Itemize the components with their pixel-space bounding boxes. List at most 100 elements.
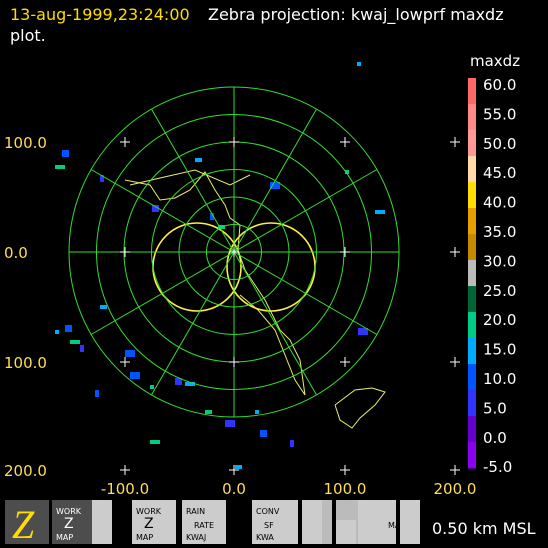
colorbar-swatch: [468, 390, 476, 417]
colorbar-swatch: [468, 104, 476, 131]
x-label: 200.0: [434, 480, 477, 498]
grid-cross: [120, 247, 130, 257]
grid-cross: [120, 137, 130, 147]
colorbar-swatch: [468, 182, 476, 209]
colorbar-label: 50.0: [483, 135, 516, 153]
button[interactable]: [252, 500, 298, 544]
colorbar-label: -5.0: [483, 458, 512, 476]
grid-cross: [450, 465, 460, 475]
colorbar-label: 15.0: [483, 341, 516, 359]
button-mid: Z: [64, 516, 74, 532]
grid-cross: [450, 247, 460, 257]
grid-cross: [229, 247, 239, 257]
echo: [130, 372, 140, 379]
colorbar-label: 40.0: [483, 194, 516, 212]
zebra-logo: Z: [12, 502, 35, 547]
echo: [55, 330, 59, 334]
icon-button[interactable]: [400, 500, 420, 544]
button[interactable]: [182, 500, 226, 544]
colorbar-label: 20.0: [483, 311, 516, 329]
grid-cross: [340, 247, 350, 257]
y-label: 100.0: [4, 354, 47, 372]
colorbar-label: 0.0: [483, 429, 507, 447]
y-label: 200.0: [4, 462, 47, 480]
echo: [100, 305, 107, 309]
colorbar-label: 35.0: [483, 223, 516, 241]
echo: [150, 440, 160, 444]
x-label: 0.0: [222, 480, 246, 498]
echo: [62, 150, 69, 157]
colorbar-swatch: [468, 130, 476, 157]
colorbar-swatch: [468, 286, 476, 313]
echo: [175, 378, 182, 385]
colorbar-swatch: [468, 312, 476, 339]
grid-cross: [340, 357, 350, 367]
button-bot: KWAJ: [186, 533, 206, 542]
colorbar-label: 10.0: [483, 370, 516, 388]
icon-button: [336, 520, 356, 544]
grid-cross: [340, 465, 350, 475]
echo: [210, 213, 214, 220]
x-label: -100.0: [101, 480, 149, 498]
echo: [95, 390, 99, 397]
echo: [270, 182, 280, 189]
button-bar: Z 0.50 km MSL WORKZMAPWORKZMAPRAINRATEKW…: [0, 496, 548, 548]
echo: [205, 410, 212, 414]
echo: [290, 440, 294, 447]
colorbar-swatch: [468, 234, 476, 261]
y-label: 0.0: [4, 244, 28, 262]
echo: [358, 328, 368, 335]
echo: [55, 165, 65, 169]
colorbar-label: 55.0: [483, 105, 516, 123]
plot: 100.0 0.0 100.0 200.0 -100.0 0.0 100.0 200.0: [4, 62, 476, 498]
grid-cross: [120, 357, 130, 367]
button-mid: MAP: [388, 521, 405, 530]
button[interactable]: [52, 500, 96, 544]
zebra-button[interactable]: [5, 500, 49, 544]
echo: [345, 170, 349, 174]
colorbar-label: 5.0: [483, 399, 507, 417]
button-bot: MAP: [136, 533, 153, 542]
echo: [125, 350, 135, 357]
button-top: RAIN: [186, 507, 205, 516]
grid-cross: [340, 137, 350, 147]
echo: [195, 158, 202, 162]
icon-button[interactable]: [92, 500, 112, 544]
x-label: 100.0: [324, 480, 367, 498]
button-bot: MAP: [56, 533, 73, 542]
icon-button[interactable]: [358, 500, 378, 544]
grid-cross: [450, 137, 460, 147]
echo: [80, 345, 84, 352]
button-mid: Z: [144, 516, 154, 532]
echo: [152, 205, 159, 212]
echo: [375, 210, 385, 214]
colorbar-swatch: [468, 208, 476, 235]
button[interactable]: [132, 500, 176, 544]
button[interactable]: [376, 500, 396, 544]
echo: [150, 385, 154, 389]
colorbar-swatch: [468, 156, 476, 183]
grid-cross: [229, 465, 239, 475]
colorbar-swatch: [468, 442, 476, 469]
colorbar-swatch: [468, 338, 476, 365]
colorbar-swatch: [468, 260, 476, 287]
echo: [255, 410, 259, 414]
grid-cross: [450, 357, 460, 367]
button-bot: KWA: [256, 533, 274, 542]
title: Zebra projection: kwaj_lowprf maxdz: [208, 5, 504, 25]
echo: [100, 175, 104, 182]
echo: [70, 340, 80, 344]
colorbar-swatch: [468, 416, 476, 443]
colorbar-swatch: [468, 78, 476, 105]
grid-cross: [120, 465, 130, 475]
colorbar-label: 45.0: [483, 164, 516, 182]
button-mid: SF: [264, 521, 274, 530]
echo: [65, 325, 72, 332]
echo: [357, 62, 361, 66]
icon-button: [302, 500, 322, 544]
colorbar-title: maxdz: [470, 52, 520, 70]
colorbar-label: 30.0: [483, 252, 516, 270]
button-top: WORK: [136, 507, 162, 516]
time: 13-aug-1999,23:24:00: [10, 5, 190, 24]
